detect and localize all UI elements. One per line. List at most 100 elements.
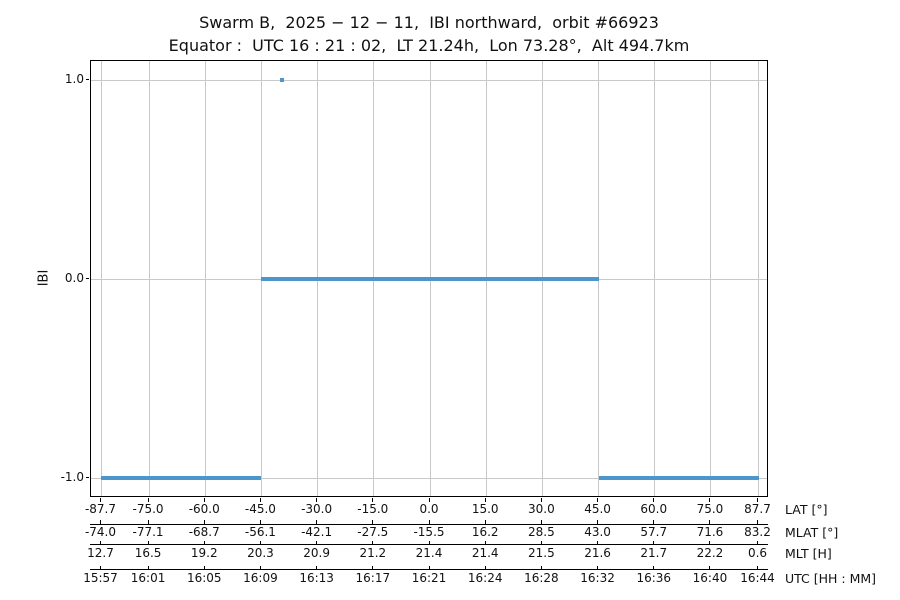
axis-row-value: 71.6: [696, 524, 724, 539]
axis-row-caption: UTC [HH : MM]: [785, 570, 877, 586]
subaxis-tick: [316, 540, 318, 544]
x-axis-tick: [597, 498, 599, 502]
axis-row-value: 22.2: [696, 546, 724, 560]
axis-row-value: 60.0: [640, 502, 668, 516]
axis-row-caption: MLAT [°]: [785, 524, 839, 540]
subaxis-tick: [597, 540, 599, 544]
axis-row-value: 21.4: [471, 546, 499, 560]
vertical-gridline: [100, 60, 102, 496]
subaxis-tick: [259, 565, 261, 569]
subaxis-tick: [428, 540, 430, 544]
subaxis-tick: [540, 565, 542, 569]
x-axis-tick: [203, 498, 205, 502]
subaxis-tick: [709, 565, 711, 569]
vertical-gridline: [758, 60, 759, 496]
axis-row-value: 16:44: [740, 570, 775, 585]
axis-row-value: 75.0: [696, 502, 724, 516]
axis-row-value: 16:24: [467, 570, 503, 585]
subaxis-tick: [259, 520, 261, 524]
vertical-gridline: [148, 60, 150, 496]
subaxis-tick: [428, 520, 430, 524]
horizontal-gridline: [91, 477, 767, 479]
subaxis-tick: [372, 520, 374, 524]
subaxis-tick: [540, 520, 542, 524]
y-axis-tick: [85, 476, 89, 478]
axis-row-value: 20.9: [303, 546, 330, 560]
subaxis-tick: [757, 520, 758, 524]
x-axis-tick: [709, 498, 711, 502]
subaxis-line: [90, 523, 768, 525]
x-axis-tick: [484, 498, 486, 502]
axis-row-value: -77.1: [132, 524, 164, 539]
axis-row-value: 15:57: [83, 570, 118, 585]
subaxis-tick: [147, 565, 149, 569]
subaxis-line: [90, 569, 768, 570]
subaxis-tick: [259, 540, 261, 544]
x-axis-tick: [428, 498, 430, 502]
axis-row-value: 83.2: [744, 524, 771, 539]
axis-row-value: -68.7: [188, 524, 220, 539]
x-axis-tick: [316, 498, 318, 502]
axis-row-value: 16.2: [471, 524, 499, 539]
horizontal-gridline: [91, 79, 767, 81]
axis-row-value: 12.7: [87, 546, 114, 560]
x-axis-tick: [372, 498, 374, 502]
subaxis-tick: [484, 540, 486, 544]
subaxis-tick: [316, 520, 318, 524]
y-tick-label: 1.0: [64, 71, 84, 86]
data-line-segment: [261, 277, 599, 282]
axis-row-value: -15.5: [413, 524, 445, 539]
subaxis-tick: [597, 520, 599, 524]
subaxis-tick: [428, 565, 430, 569]
subaxis-tick: [147, 540, 149, 544]
axis-row-value: 21.2: [359, 546, 387, 560]
vertical-gridline: [598, 60, 600, 496]
axis-row-value: 16:09: [243, 570, 278, 585]
axis-row-value: 16:05: [186, 570, 222, 585]
y-tick-label: 0.0: [64, 270, 84, 285]
y-axis-tick: [85, 78, 89, 80]
subaxis-tick: [484, 520, 486, 524]
subaxis-tick: [709, 540, 711, 544]
axis-row-value: 21.7: [640, 546, 668, 560]
axis-row-caption: MLT [H]: [785, 546, 832, 561]
subaxis-line: [90, 544, 768, 545]
vertical-gridline: [710, 60, 712, 496]
axis-row-value: 21.6: [584, 546, 611, 560]
subaxis-tick: [372, 565, 374, 569]
axis-row-value: -42.1: [301, 524, 333, 539]
axis-row-value: -45.0: [244, 502, 276, 516]
axis-row-value: 16:36: [636, 570, 672, 585]
axis-row-value: -56.1: [244, 524, 276, 539]
data-line-segment: [598, 476, 759, 481]
subaxis-tick: [540, 540, 542, 544]
subaxis-tick: [653, 520, 655, 524]
subaxis-tick: [203, 540, 205, 544]
axis-row-value: -74.0: [84, 524, 117, 539]
axis-row-value: 16:17: [355, 570, 391, 585]
axis-row-value: 57.7: [640, 524, 668, 539]
axis-row-value: 21.5: [528, 546, 555, 560]
y-tick-label: -1.0: [60, 469, 84, 484]
x-axis-tick: [757, 498, 758, 502]
subaxis-tick: [484, 565, 486, 569]
subaxis-tick: [316, 565, 318, 569]
axis-row-value: 0.6: [747, 546, 768, 560]
x-axis-tick: [99, 498, 101, 502]
x-axis-tick: [147, 498, 149, 502]
axis-row-value: 20.3: [247, 546, 274, 560]
data-point: [280, 78, 285, 83]
axis-row-value: 28.5: [528, 524, 555, 539]
axis-row-value: 16:32: [580, 570, 615, 585]
subaxis-tick: [99, 540, 101, 544]
chart-subtitle: Equator : UTC 16 : 21 : 02, LT 21.24h, L…: [168, 36, 690, 55]
x-axis-tick: [259, 498, 261, 502]
vertical-gridline: [204, 60, 206, 496]
axis-row-value: 30.0: [528, 502, 555, 516]
axis-row-value: 87.7: [744, 502, 771, 516]
subaxis-tick: [99, 520, 101, 524]
subaxis-tick: [147, 520, 149, 524]
subaxis-tick: [653, 565, 655, 569]
axis-row-value: 16:28: [524, 570, 559, 585]
